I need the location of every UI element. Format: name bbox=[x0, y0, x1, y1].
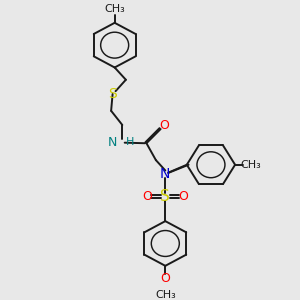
Text: O: O bbox=[178, 190, 188, 203]
Text: S: S bbox=[160, 189, 170, 204]
Text: CH₃: CH₃ bbox=[104, 4, 125, 14]
Text: CH₃: CH₃ bbox=[155, 290, 176, 300]
Text: O: O bbox=[160, 272, 170, 285]
Text: H: H bbox=[126, 136, 134, 147]
Text: CH₃: CH₃ bbox=[240, 160, 261, 170]
Text: S: S bbox=[108, 87, 117, 101]
Text: O: O bbox=[159, 119, 169, 132]
Text: O: O bbox=[143, 190, 153, 203]
Text: N: N bbox=[108, 136, 117, 149]
Text: N: N bbox=[160, 167, 170, 181]
